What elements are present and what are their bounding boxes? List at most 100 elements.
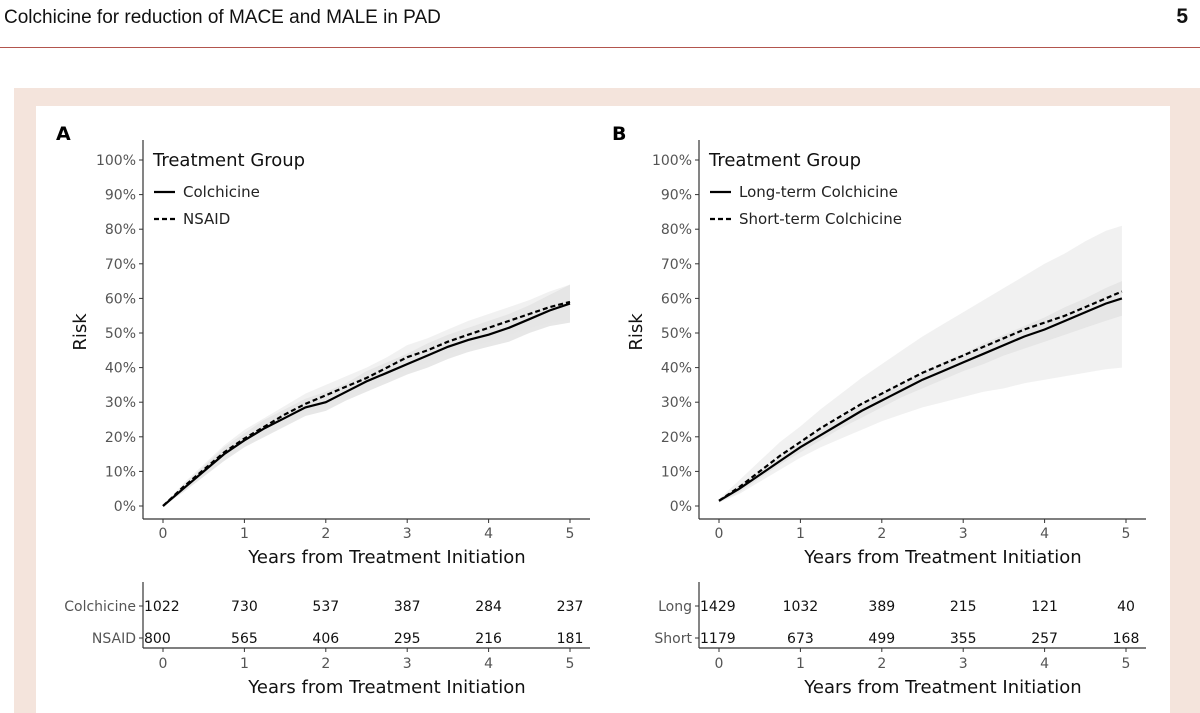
x-tick-label: 5 <box>1122 526 1131 542</box>
risk-table-count: 40 <box>1117 599 1135 615</box>
y-tick-label: 10% <box>661 464 692 480</box>
header-rule <box>0 47 1200 48</box>
risk-table-count: 216 <box>475 631 502 647</box>
y-tick-label: 70% <box>105 257 136 273</box>
risk-table-row-label: Short <box>654 631 692 647</box>
ci-band-dashed <box>719 225 1122 503</box>
risk-table-count: 1032 <box>783 599 819 615</box>
legend-label: Short-term Colchicine <box>739 210 902 228</box>
running-title: Colchicine for reduction of MACE and MAL… <box>4 7 441 28</box>
x-tick-label: 0 <box>715 526 724 542</box>
risk-table-count: 800 <box>144 631 171 647</box>
risk-table-x-tick-label: 2 <box>877 656 886 672</box>
risk-table-x-tick-label: 3 <box>403 656 412 672</box>
legend-label: Long-term Colchicine <box>739 183 898 201</box>
y-tick-label: 40% <box>105 361 136 377</box>
x-tick-label: 4 <box>484 526 493 542</box>
y-axis-title: Risk <box>70 313 91 351</box>
x-tick-label: 2 <box>877 526 886 542</box>
x-tick-label: 2 <box>321 526 330 542</box>
y-tick-label: 60% <box>661 291 692 307</box>
x-tick-label: 1 <box>796 526 805 542</box>
x-axis-title: Years from Treatment Initiation <box>247 547 525 568</box>
risk-table-count: 389 <box>868 599 895 615</box>
y-tick-label: 30% <box>661 395 692 411</box>
figure-frame: A 0% 10% 20% 30% 40% 50% 60% 70% 80% 90% 100% 0 1 2 3 4 5… <box>14 88 1200 713</box>
series-line-solid <box>162 302 571 507</box>
risk-table-count: 537 <box>312 599 339 615</box>
y-tick-label: 50% <box>661 326 692 342</box>
risk-table-count: 168 <box>1113 631 1140 647</box>
risk-table-count: 355 <box>950 631 977 647</box>
x-tick-label: 3 <box>959 526 968 542</box>
risk-table-count: 181 <box>557 631 584 647</box>
y-tick-label: 50% <box>105 326 136 342</box>
x-tick-label: 5 <box>566 526 575 542</box>
page-header: Colchicine for reduction of MACE and MAL… <box>0 0 1200 48</box>
y-tick-label: 10% <box>105 464 136 480</box>
risk-table-x-axis-title: Years from Treatment Initiation <box>803 677 1081 698</box>
x-axis-title: Years from Treatment Initiation <box>803 547 1081 568</box>
y-tick-label: 90% <box>661 188 692 204</box>
legend-label: NSAID <box>183 210 230 228</box>
risk-table-count: 295 <box>394 631 421 647</box>
risk-table-x-tick-label: 0 <box>715 656 724 672</box>
risk-table-x-tick-label: 4 <box>484 656 493 672</box>
risk-table-count: 1022 <box>144 599 180 615</box>
series-line-solid <box>718 297 1123 502</box>
risk-table-row-label: Colchicine <box>64 599 136 615</box>
y-tick-label: 90% <box>105 188 136 204</box>
y-tick-label: 20% <box>661 430 692 446</box>
y-tick-label: 80% <box>105 222 136 238</box>
risk-table-count: 1179 <box>700 631 736 647</box>
risk-table-row-label: Long <box>658 599 692 615</box>
risk-table-count: 730 <box>231 599 258 615</box>
ci-band-dashed <box>163 284 570 506</box>
y-tick-label: 60% <box>105 291 136 307</box>
page-number: 5 <box>1176 5 1188 28</box>
y-tick-label: 100% <box>652 153 692 169</box>
y-tick-label: 100% <box>96 153 136 169</box>
x-tick-label: 3 <box>403 526 412 542</box>
y-tick-label: 0% <box>114 499 136 515</box>
risk-table-count: 387 <box>394 599 421 615</box>
risk-table-x-tick-label: 1 <box>240 656 249 672</box>
risk-table-count: 565 <box>231 631 258 647</box>
risk-table-x-tick-label: 1 <box>796 656 805 672</box>
risk-table-count: 215 <box>950 599 977 615</box>
legend-title: Treatment Group <box>152 150 305 171</box>
risk-table-count: 257 <box>1031 631 1058 647</box>
figure-svg: A0%10%20%30%40%50%60%70%80%90%100%0 1 2 3 4 5… <box>56 123 1146 698</box>
risk-table-count: 499 <box>868 631 895 647</box>
panel-label: B <box>612 123 626 145</box>
risk-table-x-tick-label: 3 <box>959 656 968 672</box>
risk-table-row-label: NSAID <box>92 631 136 647</box>
series-line-dashed <box>718 290 1123 502</box>
risk-table-x-tick-label: 4 <box>1040 656 1049 672</box>
risk-table-count: 673 <box>787 631 814 647</box>
risk-table-count: 1429 <box>700 599 736 615</box>
legend-label: Colchicine <box>183 183 260 201</box>
y-tick-label: 30% <box>105 395 136 411</box>
y-tick-label: 20% <box>105 430 136 446</box>
figure-panel-area: A 0% 10% 20% 30% 40% 50% 60% 70% 80% 90% 100% 0 1 2 3 4 5… <box>36 106 1170 713</box>
y-tick-label: 70% <box>661 257 692 273</box>
y-tick-label: 40% <box>661 361 692 377</box>
risk-table-count: 237 <box>557 599 584 615</box>
x-tick-label: 4 <box>1040 526 1049 542</box>
legend-title: Treatment Group <box>708 150 861 171</box>
risk-table-count: 121 <box>1031 599 1058 615</box>
y-tick-label: 80% <box>661 222 692 238</box>
risk-table-x-axis-title: Years from Treatment Initiation <box>247 677 525 698</box>
y-axis-title: Risk <box>626 313 647 351</box>
risk-table-count: 284 <box>475 599 502 615</box>
risk-table-x-tick-label: 2 <box>321 656 330 672</box>
risk-table-x-tick-label: 0 <box>159 656 168 672</box>
risk-table-count: 406 <box>312 631 339 647</box>
x-tick-label: 0 <box>159 526 168 542</box>
series-line-dashed <box>162 300 571 507</box>
panel-label: A <box>56 123 71 145</box>
risk-table-x-tick-label: 5 <box>566 656 575 672</box>
y-tick-label: 0% <box>670 499 692 515</box>
x-tick-label: 1 <box>240 526 249 542</box>
